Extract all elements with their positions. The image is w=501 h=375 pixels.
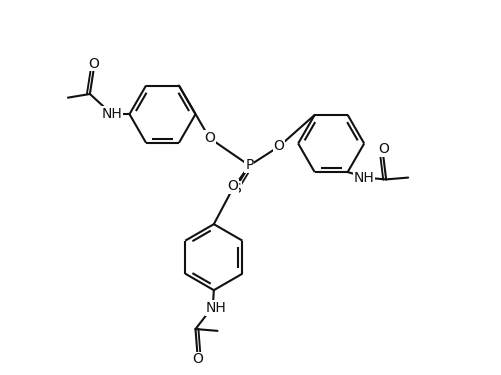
Text: NH: NH xyxy=(102,107,122,121)
Text: O: O xyxy=(274,140,285,153)
Text: P: P xyxy=(245,159,254,172)
Text: NH: NH xyxy=(206,301,227,315)
Text: O: O xyxy=(227,179,238,194)
Text: O: O xyxy=(378,142,389,156)
Text: O: O xyxy=(192,352,203,366)
Text: NH: NH xyxy=(354,171,375,184)
Text: S: S xyxy=(232,182,241,196)
Text: O: O xyxy=(204,131,215,145)
Text: O: O xyxy=(88,57,99,70)
